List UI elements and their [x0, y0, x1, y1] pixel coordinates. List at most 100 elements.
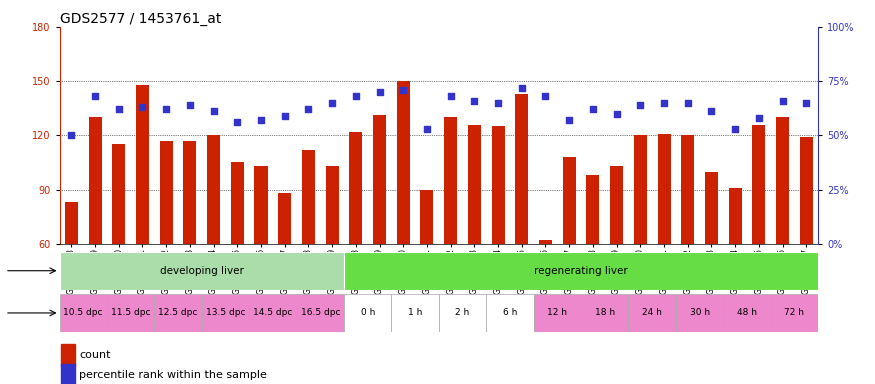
Bar — [297, 294, 344, 332]
Bar — [136, 85, 149, 244]
Bar — [344, 294, 391, 332]
Point — [88, 93, 102, 99]
Bar — [581, 294, 628, 332]
Bar — [776, 117, 789, 244]
Bar — [112, 144, 125, 244]
Text: 72 h: 72 h — [784, 308, 804, 318]
Bar — [676, 294, 724, 332]
Text: 11.5 dpc: 11.5 dpc — [111, 308, 150, 318]
Point — [752, 115, 766, 121]
Text: regenerating liver: regenerating liver — [534, 266, 628, 276]
Point — [563, 117, 577, 123]
Point — [610, 111, 624, 117]
Text: 14.5 dpc: 14.5 dpc — [253, 308, 292, 318]
Bar — [628, 294, 676, 332]
Bar — [439, 294, 487, 332]
Bar — [207, 136, 220, 244]
Bar — [586, 175, 599, 244]
Bar — [278, 193, 291, 244]
Text: 48 h: 48 h — [737, 308, 757, 318]
Point — [657, 100, 671, 106]
Bar — [60, 294, 107, 332]
Bar — [107, 294, 154, 332]
Bar — [184, 141, 196, 244]
Bar — [487, 294, 534, 332]
Bar — [421, 190, 433, 244]
Bar — [492, 126, 505, 244]
Text: count: count — [80, 350, 111, 360]
Bar — [60, 252, 344, 290]
Point — [349, 93, 363, 99]
Bar — [255, 166, 268, 244]
Point — [634, 102, 648, 108]
Bar — [373, 116, 386, 244]
Bar — [249, 294, 297, 332]
Bar — [468, 124, 481, 244]
Text: 0 h: 0 h — [360, 308, 374, 318]
Point — [112, 106, 126, 113]
Text: developing liver: developing liver — [160, 266, 243, 276]
Bar — [444, 117, 457, 244]
Point — [159, 106, 173, 113]
Bar — [391, 294, 439, 332]
Bar — [771, 294, 818, 332]
Point — [136, 104, 150, 110]
Bar — [61, 364, 74, 384]
Point — [728, 126, 742, 132]
Text: 6 h: 6 h — [503, 308, 517, 318]
Point — [373, 89, 387, 95]
Bar — [159, 141, 172, 244]
Bar — [634, 136, 647, 244]
Point — [277, 113, 291, 119]
Bar — [154, 294, 202, 332]
Text: 24 h: 24 h — [642, 308, 662, 318]
Point — [491, 100, 505, 106]
Text: 16.5 dpc: 16.5 dpc — [300, 308, 340, 318]
Bar — [231, 162, 244, 244]
Bar — [657, 134, 670, 244]
Point — [420, 126, 434, 132]
Point — [681, 100, 695, 106]
Point — [183, 102, 197, 108]
Bar — [61, 344, 74, 366]
Bar — [326, 166, 339, 244]
Bar — [302, 150, 315, 244]
Point — [514, 84, 528, 91]
Text: 12 h: 12 h — [548, 308, 567, 318]
Bar — [539, 240, 552, 244]
Point — [586, 106, 600, 113]
Bar — [515, 94, 528, 244]
Bar — [610, 166, 623, 244]
Bar — [682, 136, 694, 244]
Bar — [202, 294, 249, 332]
Bar — [349, 132, 362, 244]
Bar — [752, 124, 766, 244]
Bar — [705, 172, 718, 244]
Point — [467, 98, 481, 104]
Point — [206, 108, 220, 114]
Point — [538, 93, 552, 99]
Text: 12.5 dpc: 12.5 dpc — [158, 308, 198, 318]
Point — [301, 106, 315, 113]
Point — [775, 98, 789, 104]
Text: 18 h: 18 h — [595, 308, 615, 318]
Bar — [563, 157, 576, 244]
Text: 2 h: 2 h — [455, 308, 470, 318]
Bar — [724, 294, 771, 332]
Point — [65, 132, 79, 139]
Bar — [729, 188, 742, 244]
Bar — [534, 294, 581, 332]
Point — [444, 93, 458, 99]
Text: 1 h: 1 h — [408, 308, 423, 318]
Bar — [65, 202, 78, 244]
Bar — [396, 81, 410, 244]
Text: GDS2577 / 1453761_at: GDS2577 / 1453761_at — [60, 12, 220, 26]
Bar — [344, 252, 818, 290]
Text: 10.5 dpc: 10.5 dpc — [64, 308, 103, 318]
Text: 30 h: 30 h — [690, 308, 710, 318]
Point — [396, 87, 410, 93]
Text: 13.5 dpc: 13.5 dpc — [206, 308, 245, 318]
Point — [704, 108, 718, 114]
Text: percentile rank within the sample: percentile rank within the sample — [80, 370, 267, 380]
Point — [326, 100, 340, 106]
